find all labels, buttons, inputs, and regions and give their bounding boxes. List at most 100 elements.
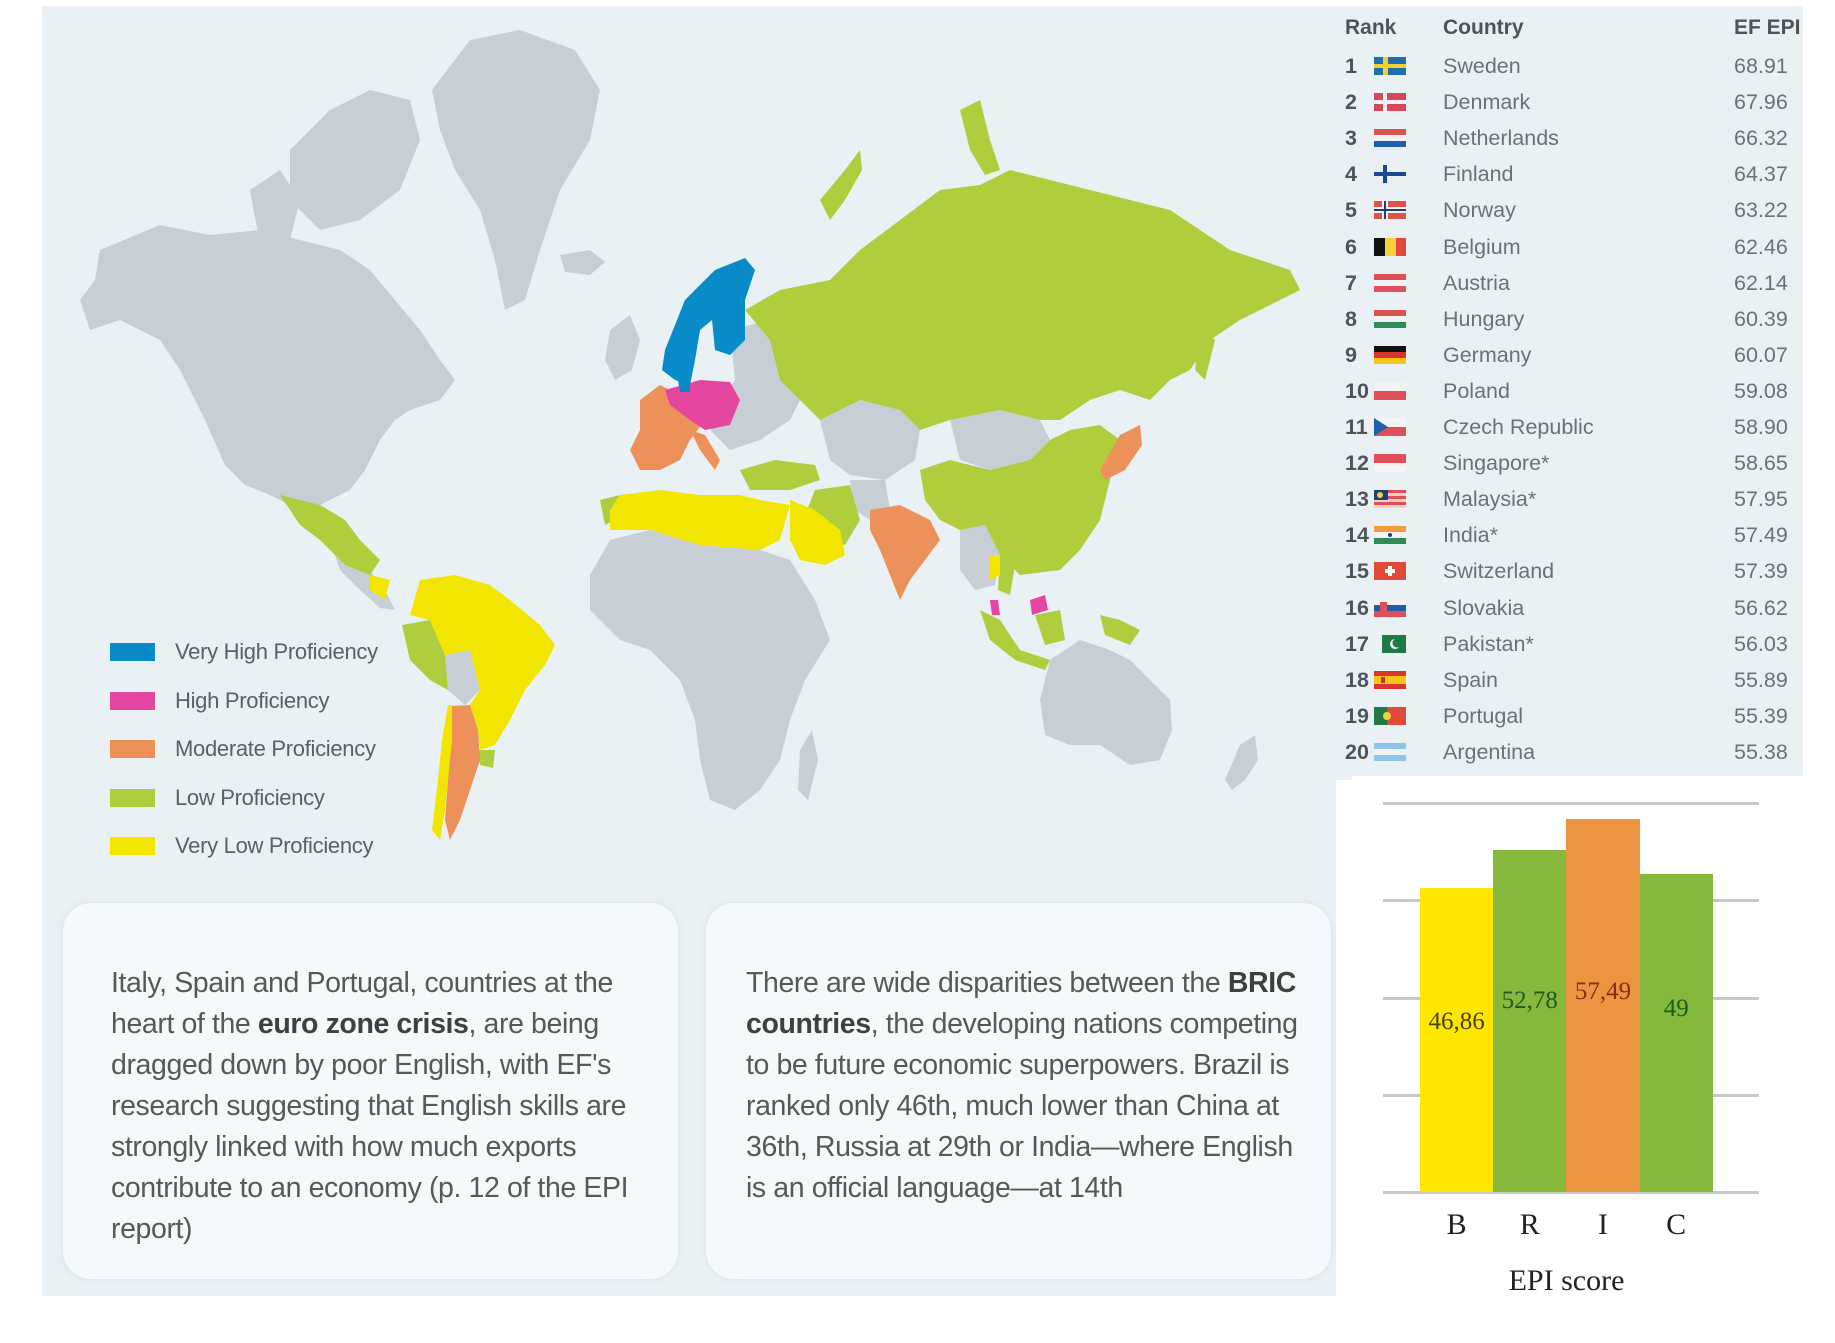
slovakia-flag-icon xyxy=(1374,598,1406,617)
country-cell: Malaysia* xyxy=(1443,487,1537,512)
country-cell: Netherlands xyxy=(1443,126,1559,151)
sweden-flag-icon xyxy=(1374,57,1406,75)
denmark-flag-icon xyxy=(1374,93,1406,112)
table-row: 2 Denmark 67.96 xyxy=(1336,90,1803,126)
score-cell: 56.62 xyxy=(1734,595,1788,620)
bar-value-label: 49 xyxy=(1663,995,1689,1022)
table-row: 11 Czech Republic 58.90 xyxy=(1336,415,1803,451)
rank-cell: 13 xyxy=(1345,487,1369,512)
map-legend: Very High Proficiency High Proficiency M… xyxy=(110,628,378,871)
bar-I xyxy=(1566,819,1640,1192)
score-cell: 57.49 xyxy=(1734,523,1788,548)
rank-cell: 14 xyxy=(1345,523,1369,548)
malaysia-flag-icon xyxy=(1374,490,1406,509)
finland-flag-icon xyxy=(1374,165,1406,184)
switzerland-flag-icon xyxy=(1374,562,1406,581)
legend-label: Very High Proficiency xyxy=(175,639,378,665)
country-cell: India* xyxy=(1443,523,1498,548)
czech-flag-icon xyxy=(1374,418,1406,436)
rank-cell: 4 xyxy=(1345,162,1357,187)
portugal-flag-icon xyxy=(1374,706,1406,725)
rank-cell: 18 xyxy=(1345,667,1369,692)
country-cell: Hungary xyxy=(1443,306,1525,331)
table-row: 9 Germany 60.07 xyxy=(1336,343,1803,379)
high-proficiency-regions xyxy=(665,380,1048,615)
euro-zone-card: Italy, Spain and Portugal, countries at … xyxy=(63,903,678,1279)
card-text-part: There are wide disparities between the xyxy=(746,967,1228,999)
score-cell: 57.39 xyxy=(1734,559,1788,584)
gridline xyxy=(1383,802,1759,805)
table-row: 3 Netherlands 66.32 xyxy=(1336,126,1803,162)
table-row: 12 Singapore* 58.65 xyxy=(1336,451,1803,487)
rank-cell: 8 xyxy=(1345,306,1357,331)
world-map xyxy=(80,30,1300,840)
bric-card-text: There are wide disparities between the B… xyxy=(746,963,1301,1209)
country-cell: Sweden xyxy=(1443,54,1521,78)
singapore-flag-icon xyxy=(1374,454,1406,473)
euro-zone-card-text: Italy, Spain and Portugal, countries at … xyxy=(111,963,648,1250)
x-tick-label: C xyxy=(1666,1208,1687,1241)
country-cell: Argentina xyxy=(1443,739,1536,764)
legend-swatch xyxy=(110,740,155,759)
gridline xyxy=(1383,1191,1759,1194)
x-tick-label: R xyxy=(1519,1208,1540,1241)
rank-cell: 9 xyxy=(1345,342,1357,367)
legend-item-moderate: Moderate Proficiency xyxy=(110,725,378,774)
country-cell: Singapore* xyxy=(1443,451,1550,476)
card-text-part: Italy, Spain and Portugal, countries at … xyxy=(111,967,613,1040)
germany-flag-icon xyxy=(1374,345,1406,364)
country-cell: Poland xyxy=(1443,378,1510,403)
spain-flag-icon xyxy=(1374,670,1406,689)
country-cell: Belgium xyxy=(1443,234,1521,259)
score-cell: 59.08 xyxy=(1734,378,1788,403)
country-cell: Switzerland xyxy=(1443,559,1555,584)
score-cell: 57.95 xyxy=(1734,487,1788,512)
country-cell: Austria xyxy=(1443,270,1510,295)
legend-swatch xyxy=(110,837,155,856)
card-text-part: , the developing nations competing to be… xyxy=(746,1008,1298,1204)
rank-cell: 3 xyxy=(1345,126,1357,151)
india-flag-icon xyxy=(1374,526,1406,545)
ranking-table: Rank Country EF EPI 1 Sweden 68.91 2 Denmark… xyxy=(1336,6,1803,776)
country-cell: Finland xyxy=(1443,162,1514,187)
country-cell: Slovakia xyxy=(1443,595,1525,620)
legend-swatch xyxy=(110,691,155,710)
table-row: 13 Malaysia* 57.95 xyxy=(1336,487,1803,523)
table-row: 4 Finland 64.37 xyxy=(1336,162,1803,198)
rank-cell: 10 xyxy=(1345,378,1369,403)
legend-item-very-low: Very Low Proficiency xyxy=(110,822,378,871)
bric-bar-chart: 46,86 B 52,78 R 57,49 I 49 C EPI score xyxy=(1336,780,1835,1343)
bar-R xyxy=(1493,849,1567,1192)
country-cell: Denmark xyxy=(1443,90,1531,115)
legend-item-low: Low Proficiency xyxy=(110,774,378,823)
hungary-flag-icon xyxy=(1374,309,1406,328)
table-row: 10 Poland 59.08 xyxy=(1336,379,1803,415)
header-country: Country xyxy=(1443,16,1524,39)
country-cell: Norway xyxy=(1443,198,1516,223)
table-row: 16 Slovakia 56.62 xyxy=(1336,596,1803,632)
rank-cell: 11 xyxy=(1345,415,1368,439)
table-row: 5 Norway 63.22 xyxy=(1336,198,1803,234)
table-row: 7 Austria 62.14 xyxy=(1336,271,1803,307)
rank-cell: 5 xyxy=(1345,198,1357,223)
score-cell: 56.03 xyxy=(1734,631,1788,656)
rank-cell: 2 xyxy=(1345,90,1357,115)
pakistan-flag-icon xyxy=(1382,634,1406,653)
score-cell: 67.96 xyxy=(1734,90,1788,115)
poland-flag-icon xyxy=(1374,381,1406,400)
bar-C xyxy=(1639,874,1713,1192)
rank-cell: 15 xyxy=(1345,559,1369,584)
rank-cell: 12 xyxy=(1345,451,1369,476)
table-row: 20 Argentina 55.38 xyxy=(1336,740,1803,776)
legend-item-very-high: Very High Proficiency xyxy=(110,628,378,677)
table-header: Rank Country EF EPI xyxy=(1336,16,1803,46)
bar-value-label: 46,86 xyxy=(1428,1008,1485,1035)
score-cell: 66.32 xyxy=(1734,126,1788,151)
score-cell: 58.65 xyxy=(1734,451,1788,476)
table-row: 8 Hungary 60.39 xyxy=(1336,307,1803,343)
table-row: 6 Belgium 62.46 xyxy=(1336,235,1803,271)
legend-swatch xyxy=(110,788,155,807)
country-cell: Czech Republic xyxy=(1443,415,1594,439)
card-text-part: , are being dragged down by poor English… xyxy=(111,1008,629,1245)
country-cell: Pakistan* xyxy=(1443,631,1534,656)
